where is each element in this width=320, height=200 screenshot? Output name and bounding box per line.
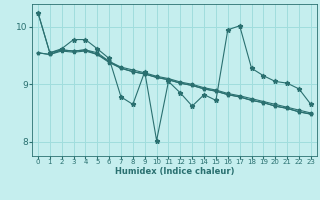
X-axis label: Humidex (Indice chaleur): Humidex (Indice chaleur) <box>115 167 234 176</box>
